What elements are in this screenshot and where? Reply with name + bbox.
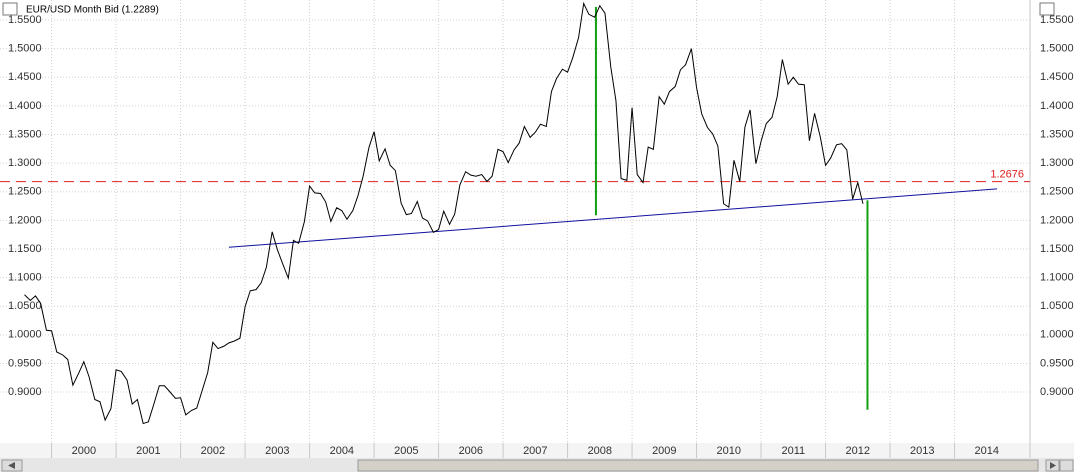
y-tick-label: 1.1500 xyxy=(8,243,42,255)
y-tick-label: 1.5500 xyxy=(8,14,42,26)
zoom-icon-right[interactable] xyxy=(1039,2,1055,16)
y-tick-label: 1.2500 xyxy=(8,186,42,198)
y2-tick-label: 0.9500 xyxy=(1040,357,1074,369)
y2-tick-label: 1.3500 xyxy=(1040,128,1074,140)
y-tick-label: 0.9500 xyxy=(8,357,42,369)
y-tick-label: 1.5000 xyxy=(8,43,42,55)
x-tick-label: 2011 xyxy=(781,445,805,457)
chart-title: EUR/USD Month Bid (1.2289) xyxy=(26,5,159,16)
y2-tick-label: 1.1000 xyxy=(1040,271,1074,283)
price-line xyxy=(24,1,864,425)
y2-tick-label: 1.5000 xyxy=(1040,43,1074,55)
y-tick-label: 0.9000 xyxy=(8,386,42,398)
x-tick-label: 2001 xyxy=(136,445,160,457)
x-tick-label: 2009 xyxy=(652,445,676,457)
y2-tick-label: 1.4500 xyxy=(1040,71,1074,83)
y2-tick-label: 1.0000 xyxy=(1040,329,1074,341)
scroll-left-arrow xyxy=(8,462,15,469)
y2-tick-label: 1.2500 xyxy=(1040,186,1074,198)
y-tick-label: 1.0500 xyxy=(8,300,42,312)
x-tick-label: 2000 xyxy=(72,445,96,457)
x-tick-label: 2013 xyxy=(910,445,934,457)
x-tick-label: 2014 xyxy=(975,445,999,457)
y-tick-label: 1.4500 xyxy=(8,71,42,83)
x-tick-label: 2012 xyxy=(846,445,870,457)
reference-label: 1.2676 xyxy=(990,169,1024,181)
x-tick-label: 2007 xyxy=(523,445,547,457)
x-tick-label: 2003 xyxy=(265,445,289,457)
y2-tick-label: 1.2000 xyxy=(1040,214,1074,226)
x-axis-band xyxy=(0,443,1074,458)
y2-tick-label: 0.9000 xyxy=(1040,386,1074,398)
y-tick-label: 1.3000 xyxy=(8,157,42,169)
x-tick-label: 2006 xyxy=(459,445,483,457)
y2-tick-label: 1.1500 xyxy=(1040,243,1074,255)
y2-tick-label: 1.0500 xyxy=(1040,300,1074,312)
y-tick-label: 1.4000 xyxy=(8,100,42,112)
trend-line xyxy=(228,188,998,248)
x-tick-label: 2008 xyxy=(588,445,612,457)
x-tick-label: 2010 xyxy=(717,445,741,457)
scroll-right-arrow xyxy=(1050,462,1056,469)
y2-tick-label: 1.4000 xyxy=(1040,100,1074,112)
scroll-thumb[interactable] xyxy=(357,459,1039,472)
y-tick-label: 1.3500 xyxy=(8,128,42,140)
y-tick-label: 1.0000 xyxy=(8,329,42,341)
zoom-icon-left[interactable] xyxy=(2,2,18,16)
x-tick-label: 2002 xyxy=(201,445,225,457)
y2-tick-label: 1.3000 xyxy=(1040,157,1074,169)
y2-tick-label: 1.5500 xyxy=(1040,14,1074,26)
y-tick-label: 1.1000 xyxy=(8,271,42,283)
scrollbar[interactable] xyxy=(0,458,1074,472)
scroll-end[interactable] xyxy=(1059,459,1074,472)
x-tick-label: 2004 xyxy=(330,445,354,457)
y-tick-label: 1.2000 xyxy=(8,214,42,226)
x-tick-label: 2005 xyxy=(394,445,418,457)
